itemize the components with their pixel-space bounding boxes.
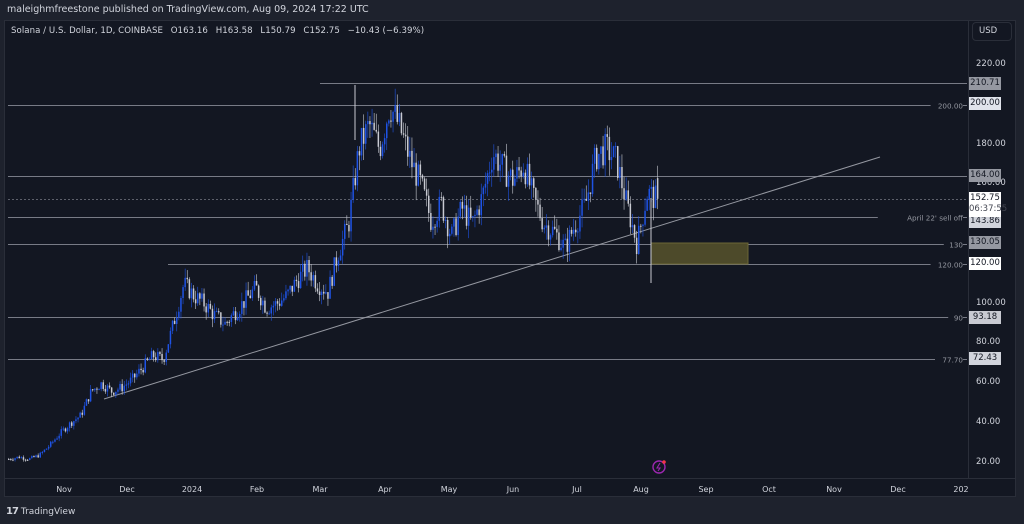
time-tick: Dec (119, 485, 135, 494)
level-annotation[interactable]: 77.70 (942, 355, 963, 364)
time-tick: Jul (572, 485, 582, 494)
price-tick: 160.00 (976, 178, 1006, 188)
price-tick: 40.00 (976, 417, 1001, 427)
lightning-event-icon[interactable] (652, 460, 666, 474)
price-change: −10.43 (−6.39%) (347, 26, 425, 36)
time-tick: Jun (506, 485, 520, 494)
tradingview-brand: TradingView (20, 506, 76, 517)
level-annotation[interactable]: 130 (949, 240, 963, 249)
price-level-label: 143.86 (969, 215, 1001, 228)
symbol-legend: Solana / U.S. Dollar, 1D, COINBASE O163.… (11, 26, 429, 36)
price-tick: 80.00 (976, 337, 1001, 347)
demand-zone (650, 242, 749, 265)
footer: 17 TradingView (6, 506, 75, 517)
time-tick: Feb (249, 485, 265, 494)
publish-header: maleighmfreestone published on TradingVi… (0, 0, 1024, 20)
level-annotation[interactable]: April 22' sell off (907, 213, 963, 222)
currency-button[interactable]: USD (972, 22, 1012, 41)
time-tick: Apr (378, 485, 392, 494)
price-level-label: 210.71 (969, 77, 1001, 90)
time-tick: Sep (698, 485, 714, 494)
symbol-name[interactable]: Solana / U.S. Dollar, 1D, COINBASE (11, 26, 163, 36)
tradingview-logo-icon: 17 (6, 506, 19, 517)
current-price-label: 152.75 06:37:55 (969, 192, 1008, 217)
price-level-label: 130.05 (969, 236, 1001, 249)
current-price: 152.75 (970, 193, 1000, 203)
time-tick: Nov (56, 485, 72, 494)
level-annotation[interactable]: 200.00 (937, 101, 963, 110)
ohlc-close: C152.75 (303, 26, 340, 36)
time-tick: Mar (312, 485, 328, 494)
price-tick: 60.00 (976, 377, 1001, 387)
price-tick: 180.00 (976, 139, 1006, 149)
bar-countdown: 06:37:55 (969, 204, 1008, 214)
price-level-label: 72.43 (969, 352, 1001, 365)
price-tick: 220.00 (976, 59, 1006, 69)
ohlc-low: L150.79 (260, 26, 296, 36)
time-tick: May (440, 485, 458, 494)
price-level-label: 164.00 (969, 169, 1001, 182)
level-annotation[interactable]: 90 (953, 313, 963, 322)
candles (8, 88, 659, 462)
time-tick: 202 (953, 485, 969, 494)
ohlc-open: O163.16 (170, 26, 208, 36)
trendline (103, 156, 881, 400)
published-info: maleighmfreestone published on TradingVi… (7, 4, 369, 15)
time-tick: 2024 (181, 485, 203, 494)
time-axis-divider (4, 478, 1016, 479)
price-level-label: 93.18 (969, 311, 1001, 324)
price-level-label: 120.00 (969, 257, 1001, 270)
ohlc-high: H163.58 (215, 26, 253, 36)
chart-pane[interactable] (4, 20, 1016, 497)
price-axis-divider (968, 20, 969, 478)
time-tick: Oct (762, 485, 776, 494)
price-level-label: 200.00 (969, 97, 1001, 110)
price-tick: 20.00 (976, 457, 1001, 467)
level-annotation[interactable]: 120.00 (937, 260, 963, 269)
time-tick: Nov (826, 485, 842, 494)
price-tick: 100.00 (976, 298, 1006, 308)
time-tick: Dec (890, 485, 906, 494)
time-tick: Aug (633, 485, 649, 494)
